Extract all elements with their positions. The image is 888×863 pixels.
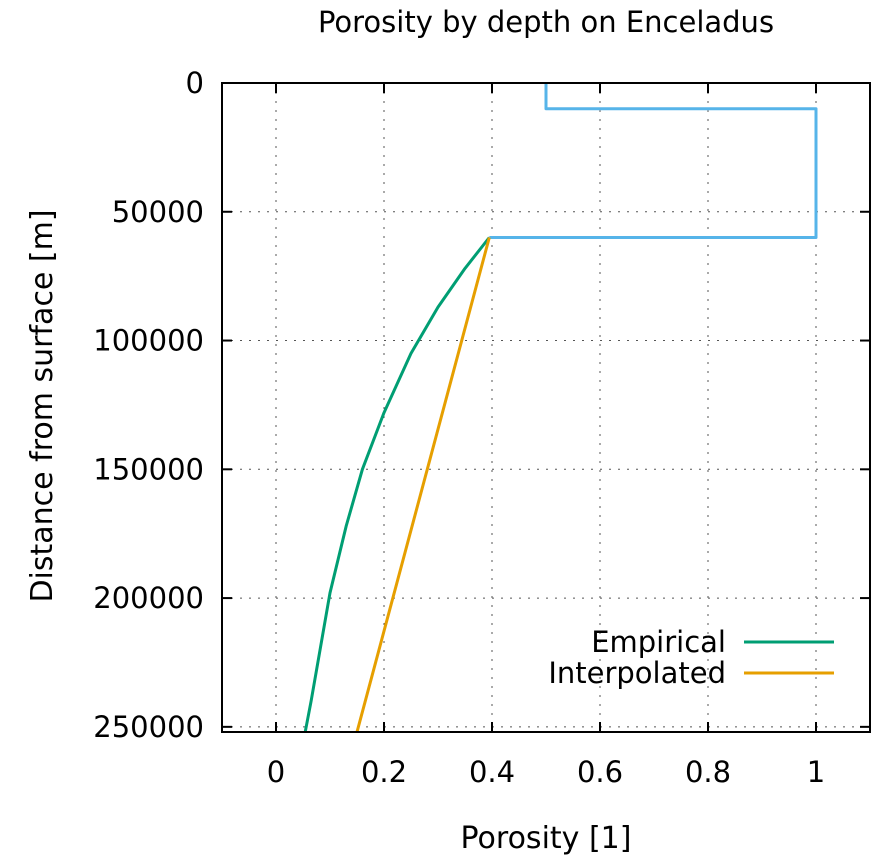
y-tick-label: 150000 — [93, 452, 204, 486]
x-tick-label: 0.2 — [361, 755, 407, 789]
y-tick-label: 0 — [186, 66, 204, 100]
legend-label-interpolated: Interpolated — [548, 656, 726, 690]
y-tick-label: 100000 — [93, 324, 204, 358]
y-tick-label: 200000 — [93, 581, 204, 615]
plot-frame — [221, 82, 871, 733]
y-axis-label: Distance from surface [m] — [25, 209, 60, 602]
series-lines — [303, 83, 818, 733]
x-tick-label: 0 — [267, 755, 285, 789]
legend-label-empirical: Empirical — [591, 625, 726, 659]
x-tick-labels: 0 0.2 0.4 0.6 0.8 1 — [267, 755, 825, 789]
x-tick-label: 0.4 — [469, 755, 515, 789]
x-tick-label: 0.6 — [577, 755, 623, 789]
y-tick-labels: 0 50000 100000 150000 200000 250000 — [93, 66, 204, 744]
y-tick-label: 250000 — [93, 710, 204, 744]
x-tick-label: 0.8 — [685, 755, 731, 789]
x-axis-label: Porosity [1] — [461, 821, 632, 856]
x-tick-label: 1 — [807, 755, 825, 789]
grid-lines — [222, 82, 870, 732]
series-line-interpolated — [355, 237, 491, 733]
y-tick-label: 50000 — [112, 195, 204, 229]
series-line-empirical — [303, 236, 491, 733]
chart-title: Porosity by depth on Enceladus — [318, 5, 774, 39]
series-line-boundary — [489, 83, 818, 239]
tick-marks — [222, 82, 870, 732]
